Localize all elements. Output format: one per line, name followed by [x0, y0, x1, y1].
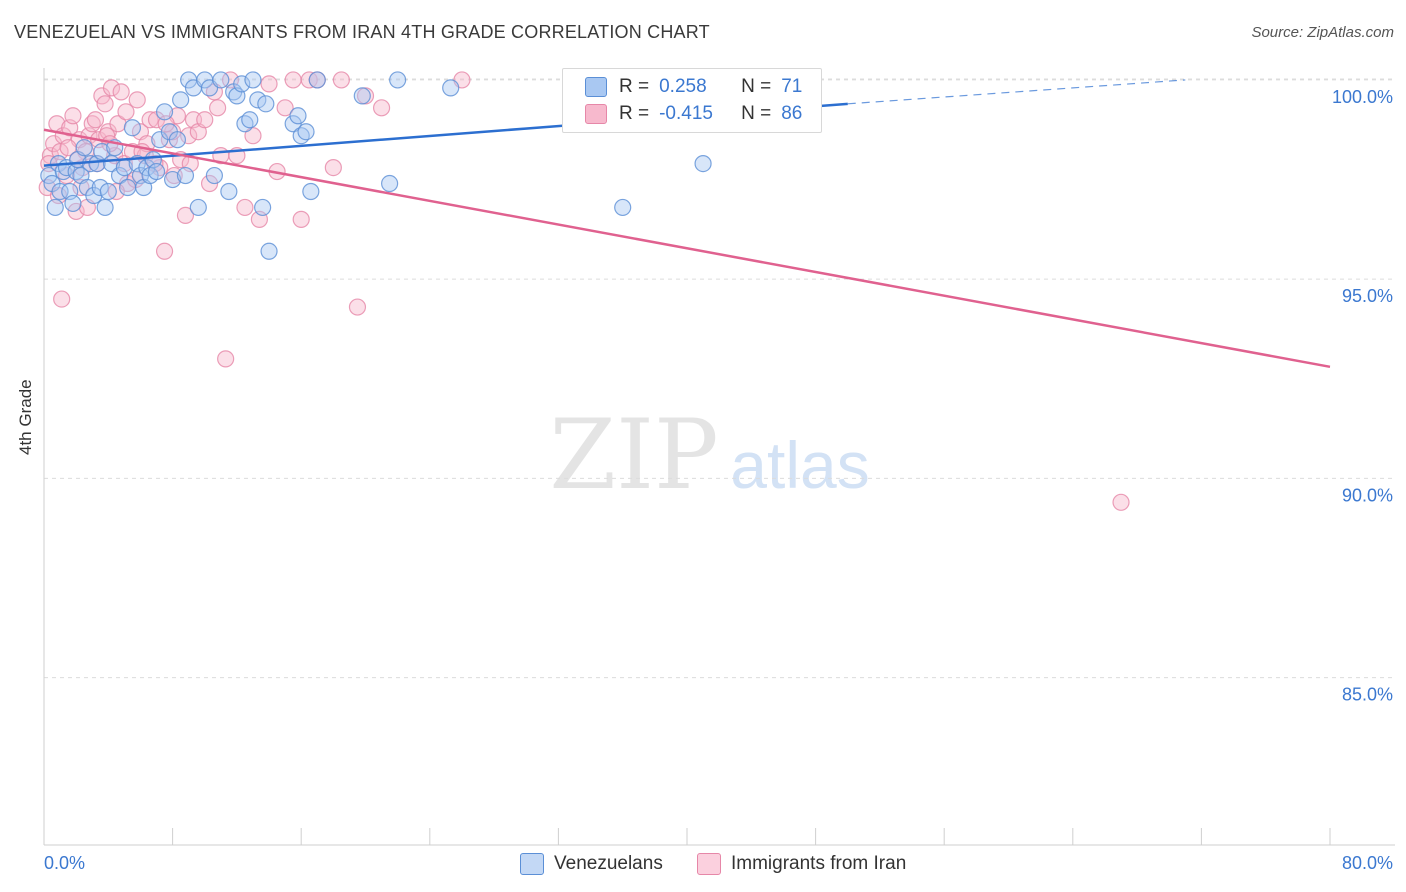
iran-point: [96, 95, 114, 113]
venezuelan-point: [694, 155, 712, 173]
iran-point: [276, 99, 294, 117]
venezuelan-point: [381, 174, 399, 193]
watermark-zip: ZIP: [549, 399, 718, 511]
x-tick-label-max: 80.0%: [1342, 853, 1393, 873]
iran-point: [53, 290, 71, 308]
y-tick-label: 85.0%: [1342, 685, 1393, 705]
iran-point: [155, 242, 174, 260]
venezuelan-point: [442, 79, 460, 97]
venezuelan-point: [257, 95, 275, 113]
venezuelan-point: [241, 111, 259, 129]
legend-r-label: R =: [619, 103, 650, 124]
venezuelan-point: [233, 75, 251, 93]
venezuelan-point: [93, 143, 111, 161]
venezuelan-point: [75, 139, 93, 157]
venezuelan-point: [176, 166, 195, 185]
venezuelan-point: [172, 91, 190, 109]
venezuelan-point: [308, 71, 326, 89]
bottom-legend-venezuelans: Venezuelans: [520, 852, 663, 876]
iran-point: [260, 75, 278, 93]
legend-swatch-pink: [585, 104, 607, 124]
legend-n-label: N =: [741, 103, 772, 124]
iran-point: [1112, 493, 1130, 511]
venezuelan-point: [123, 119, 142, 137]
iran-point: [176, 206, 195, 225]
venezuelan-point: [147, 162, 166, 181]
venezuelan-point: [614, 198, 632, 217]
iran-point: [332, 71, 350, 89]
venezuelan-point: [155, 103, 174, 121]
iran-point: [141, 111, 159, 129]
iran-point: [292, 210, 310, 228]
correlation-legend: R = 0.258 N = 71 R = -0.415 N = 86: [562, 68, 822, 133]
iran-point: [348, 298, 367, 316]
legend-n-value: 86: [781, 103, 803, 124]
watermark-atlas: atlas: [730, 428, 869, 502]
venezuelan-point: [302, 182, 320, 201]
iran-point: [112, 83, 130, 101]
bottom-legend-label-venezuelans: Venezuelans: [554, 853, 663, 874]
venezuelan-point: [289, 107, 307, 125]
venezuelan-point: [168, 131, 187, 149]
y-tick-label: 90.0%: [1342, 485, 1393, 505]
iran-trendline: [43, 128, 1331, 369]
venezuelan-point: [297, 123, 315, 141]
iran-point: [117, 103, 135, 121]
iran-point: [372, 99, 391, 117]
iran-point: [64, 107, 82, 125]
venezuelan-point: [91, 178, 109, 197]
y-tick-label: 95.0%: [1342, 286, 1393, 306]
venezuelan-point: [389, 71, 407, 89]
bottom-legend-swatch-blue: [520, 853, 544, 875]
source-label: Source: ZipAtlas.com: [1251, 24, 1394, 41]
venezuelan-point: [96, 198, 114, 217]
bottom-legend-iran: Immigrants from Iran: [697, 852, 906, 876]
legend-n-value: 71: [781, 76, 803, 97]
venezuelan-point: [260, 242, 278, 260]
venezuelan-point: [220, 182, 238, 201]
venezuelan-trendline-extension: [847, 79, 1186, 105]
venezuelan-point: [212, 71, 230, 89]
bottom-legend-label-iran: Immigrants from Iran: [731, 853, 907, 874]
iran-point: [284, 71, 302, 89]
iran-point: [86, 111, 105, 129]
x-tick-label-min: 0.0%: [44, 853, 85, 873]
venezuelan-point: [51, 182, 69, 201]
legend-r-value: 0.258: [659, 76, 707, 97]
iran-point: [196, 111, 214, 129]
iran-point: [209, 99, 227, 117]
legend-row-venezuelans: R = 0.258 N = 71: [585, 75, 802, 99]
legend-row-iran: R = -0.415 N = 86: [585, 102, 802, 126]
venezuelan-point: [46, 198, 64, 217]
legend-swatch-blue: [585, 77, 607, 97]
iran-point: [180, 127, 198, 145]
legend-r-value: -0.415: [659, 103, 713, 124]
legend-r-label: R =: [619, 76, 650, 97]
venezuelan-point: [99, 182, 117, 201]
iran-point: [217, 350, 235, 368]
iran-point: [72, 178, 90, 197]
venezuelan-point: [205, 166, 223, 185]
bottom-legend-swatch-pink: [697, 853, 721, 875]
y-axis-label: 4th Grade: [16, 379, 35, 455]
iran-point: [236, 198, 254, 217]
venezuelan-point: [254, 198, 272, 217]
venezuelan-point: [118, 178, 137, 197]
y-tick-label: 100.0%: [1332, 87, 1393, 107]
venezuelan-point: [189, 198, 207, 217]
venezuelan-point: [244, 71, 262, 89]
venezuelan-point: [249, 91, 267, 109]
venezuelan-point: [353, 87, 371, 105]
legend-n-label: N =: [741, 76, 772, 97]
iran-point: [128, 91, 146, 109]
chart-title: VENEZUELAN VS IMMIGRANTS FROM IRAN 4TH G…: [14, 22, 710, 42]
iran-point: [102, 79, 121, 97]
venezuelan-point: [64, 194, 82, 213]
venezuelan-point: [164, 170, 182, 189]
iran-point: [324, 158, 342, 177]
